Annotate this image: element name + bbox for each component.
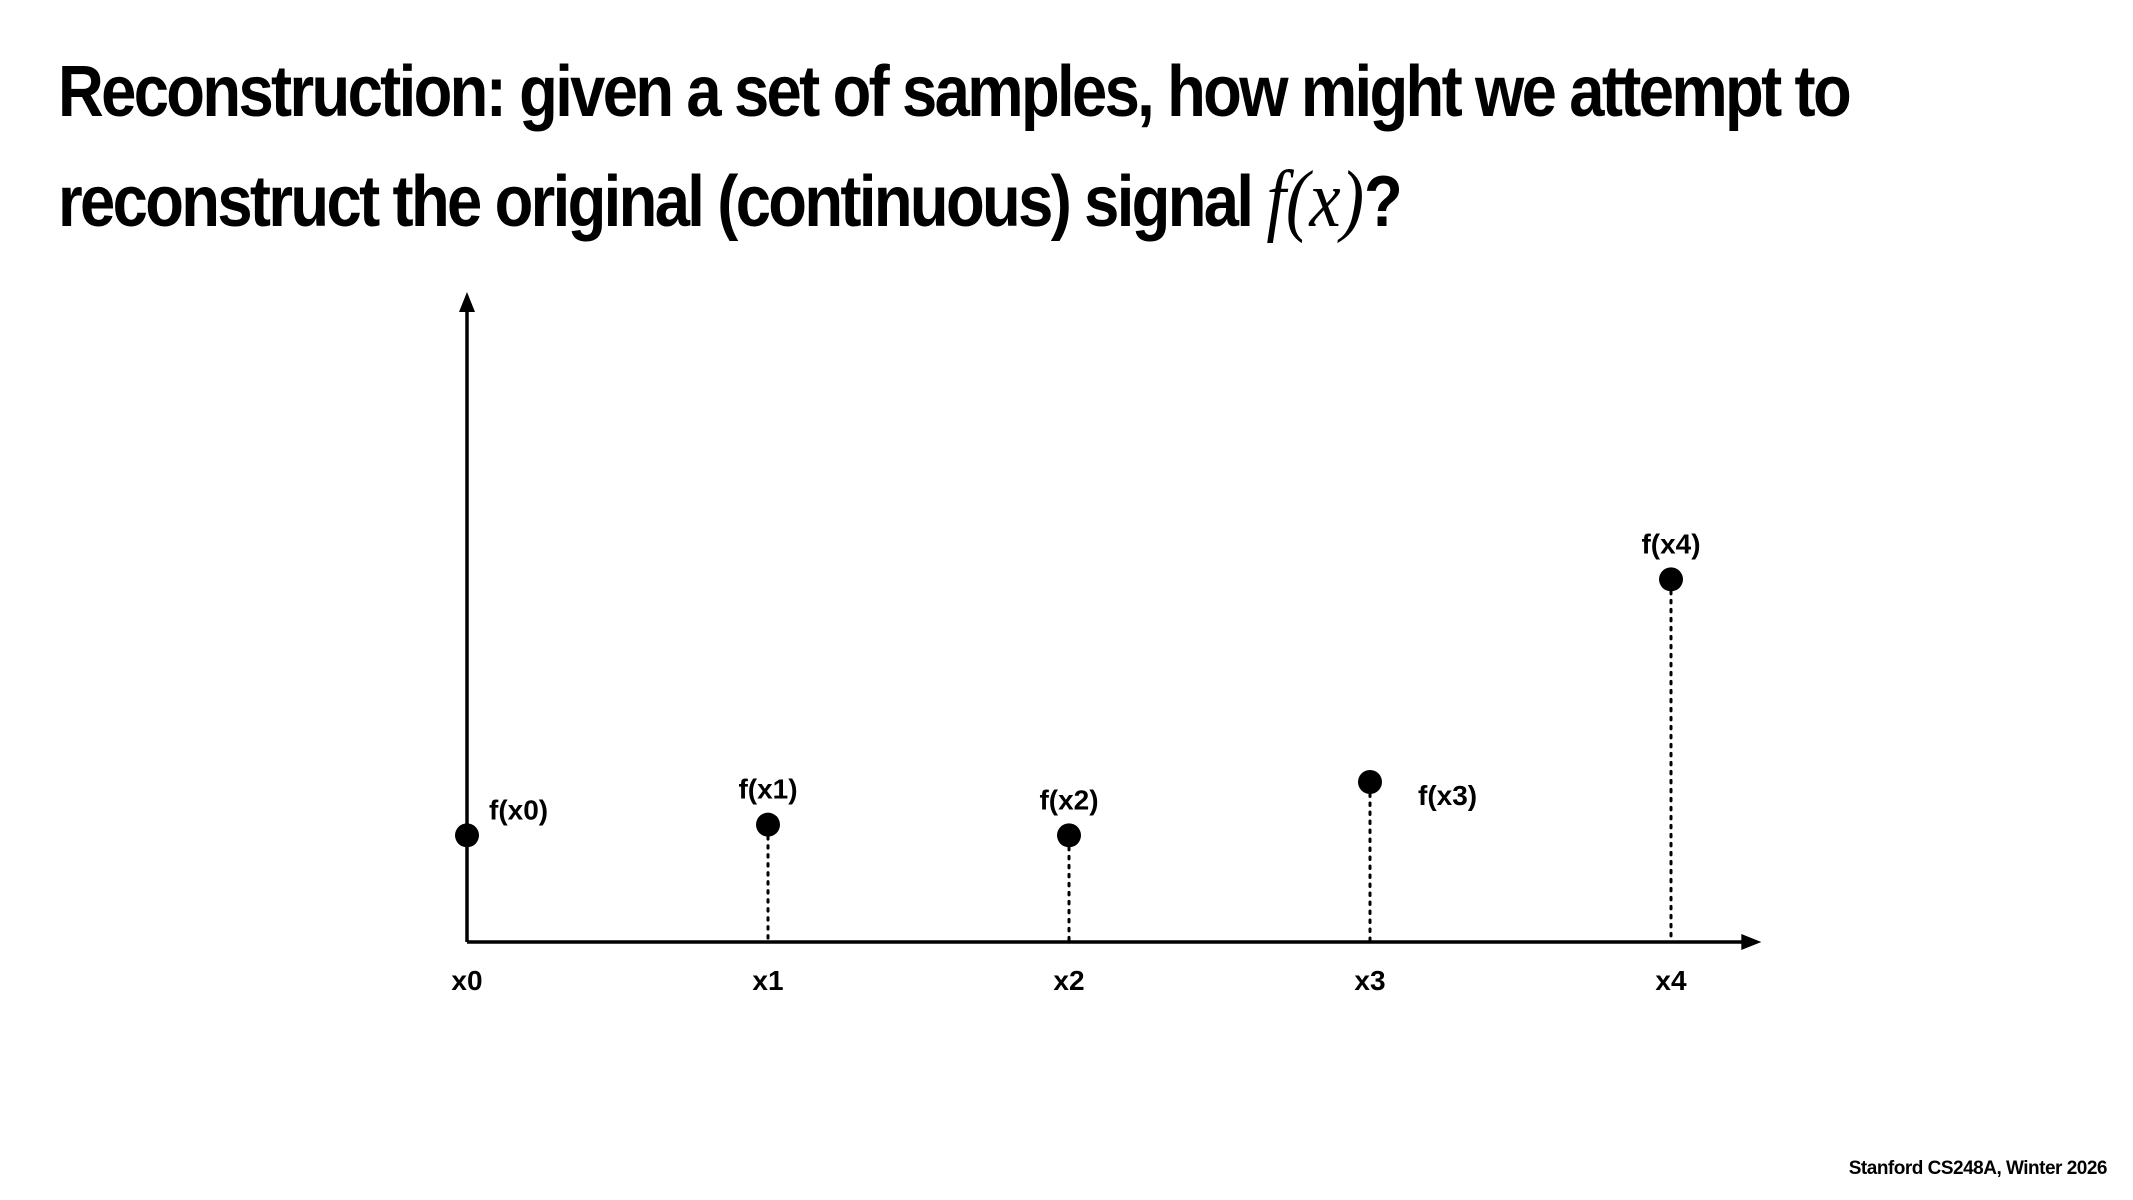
sample-point-label: f(x3) <box>1418 780 1477 811</box>
x-tick-label: x4 <box>1655 965 1687 996</box>
sample-point-label: f(x2) <box>1039 784 1098 815</box>
plot-axes <box>459 292 1762 950</box>
x-tick-labels: x0 x1 x2 x3 x4 <box>451 965 1687 996</box>
title-line-2-text: reconstruct the original (continuous) si… <box>58 162 1267 242</box>
title-question-mark: ? <box>1364 162 1403 242</box>
sample-point-labels: f(x0) f(x1) f(x2) f(x3) f(x4) <box>489 528 1701 825</box>
sample-point <box>1057 823 1081 848</box>
x-tick-label: x1 <box>752 965 783 996</box>
sample-point <box>455 823 479 848</box>
x-axis-arrow <box>1741 934 1762 950</box>
slide-title: Reconstruction: given a set of samples, … <box>58 38 1853 256</box>
y-axis-arrow <box>459 292 475 312</box>
x-tick-label: x2 <box>1053 965 1084 996</box>
title-line-2: reconstruct the original (continuous) si… <box>58 146 1853 256</box>
title-line-1: Reconstruction: given a set of samples, … <box>58 52 1852 132</box>
x-tick-label: x3 <box>1354 965 1385 996</box>
sample-point <box>756 812 780 837</box>
sample-point <box>1659 567 1683 592</box>
sample-point <box>1358 770 1382 794</box>
sample-point-label: f(x1) <box>738 774 797 805</box>
sample-point-label: f(x0) <box>489 794 548 825</box>
sample-stems <box>766 589 1673 942</box>
course-footer: Stanford CS248A, Winter 2026 <box>1848 1158 2108 1179</box>
x-tick-label: x0 <box>451 965 482 996</box>
title-math-fx: f(x) <box>1266 156 1365 244</box>
sample-point-label: f(x4) <box>1641 528 1700 559</box>
sample-points <box>455 567 1683 848</box>
